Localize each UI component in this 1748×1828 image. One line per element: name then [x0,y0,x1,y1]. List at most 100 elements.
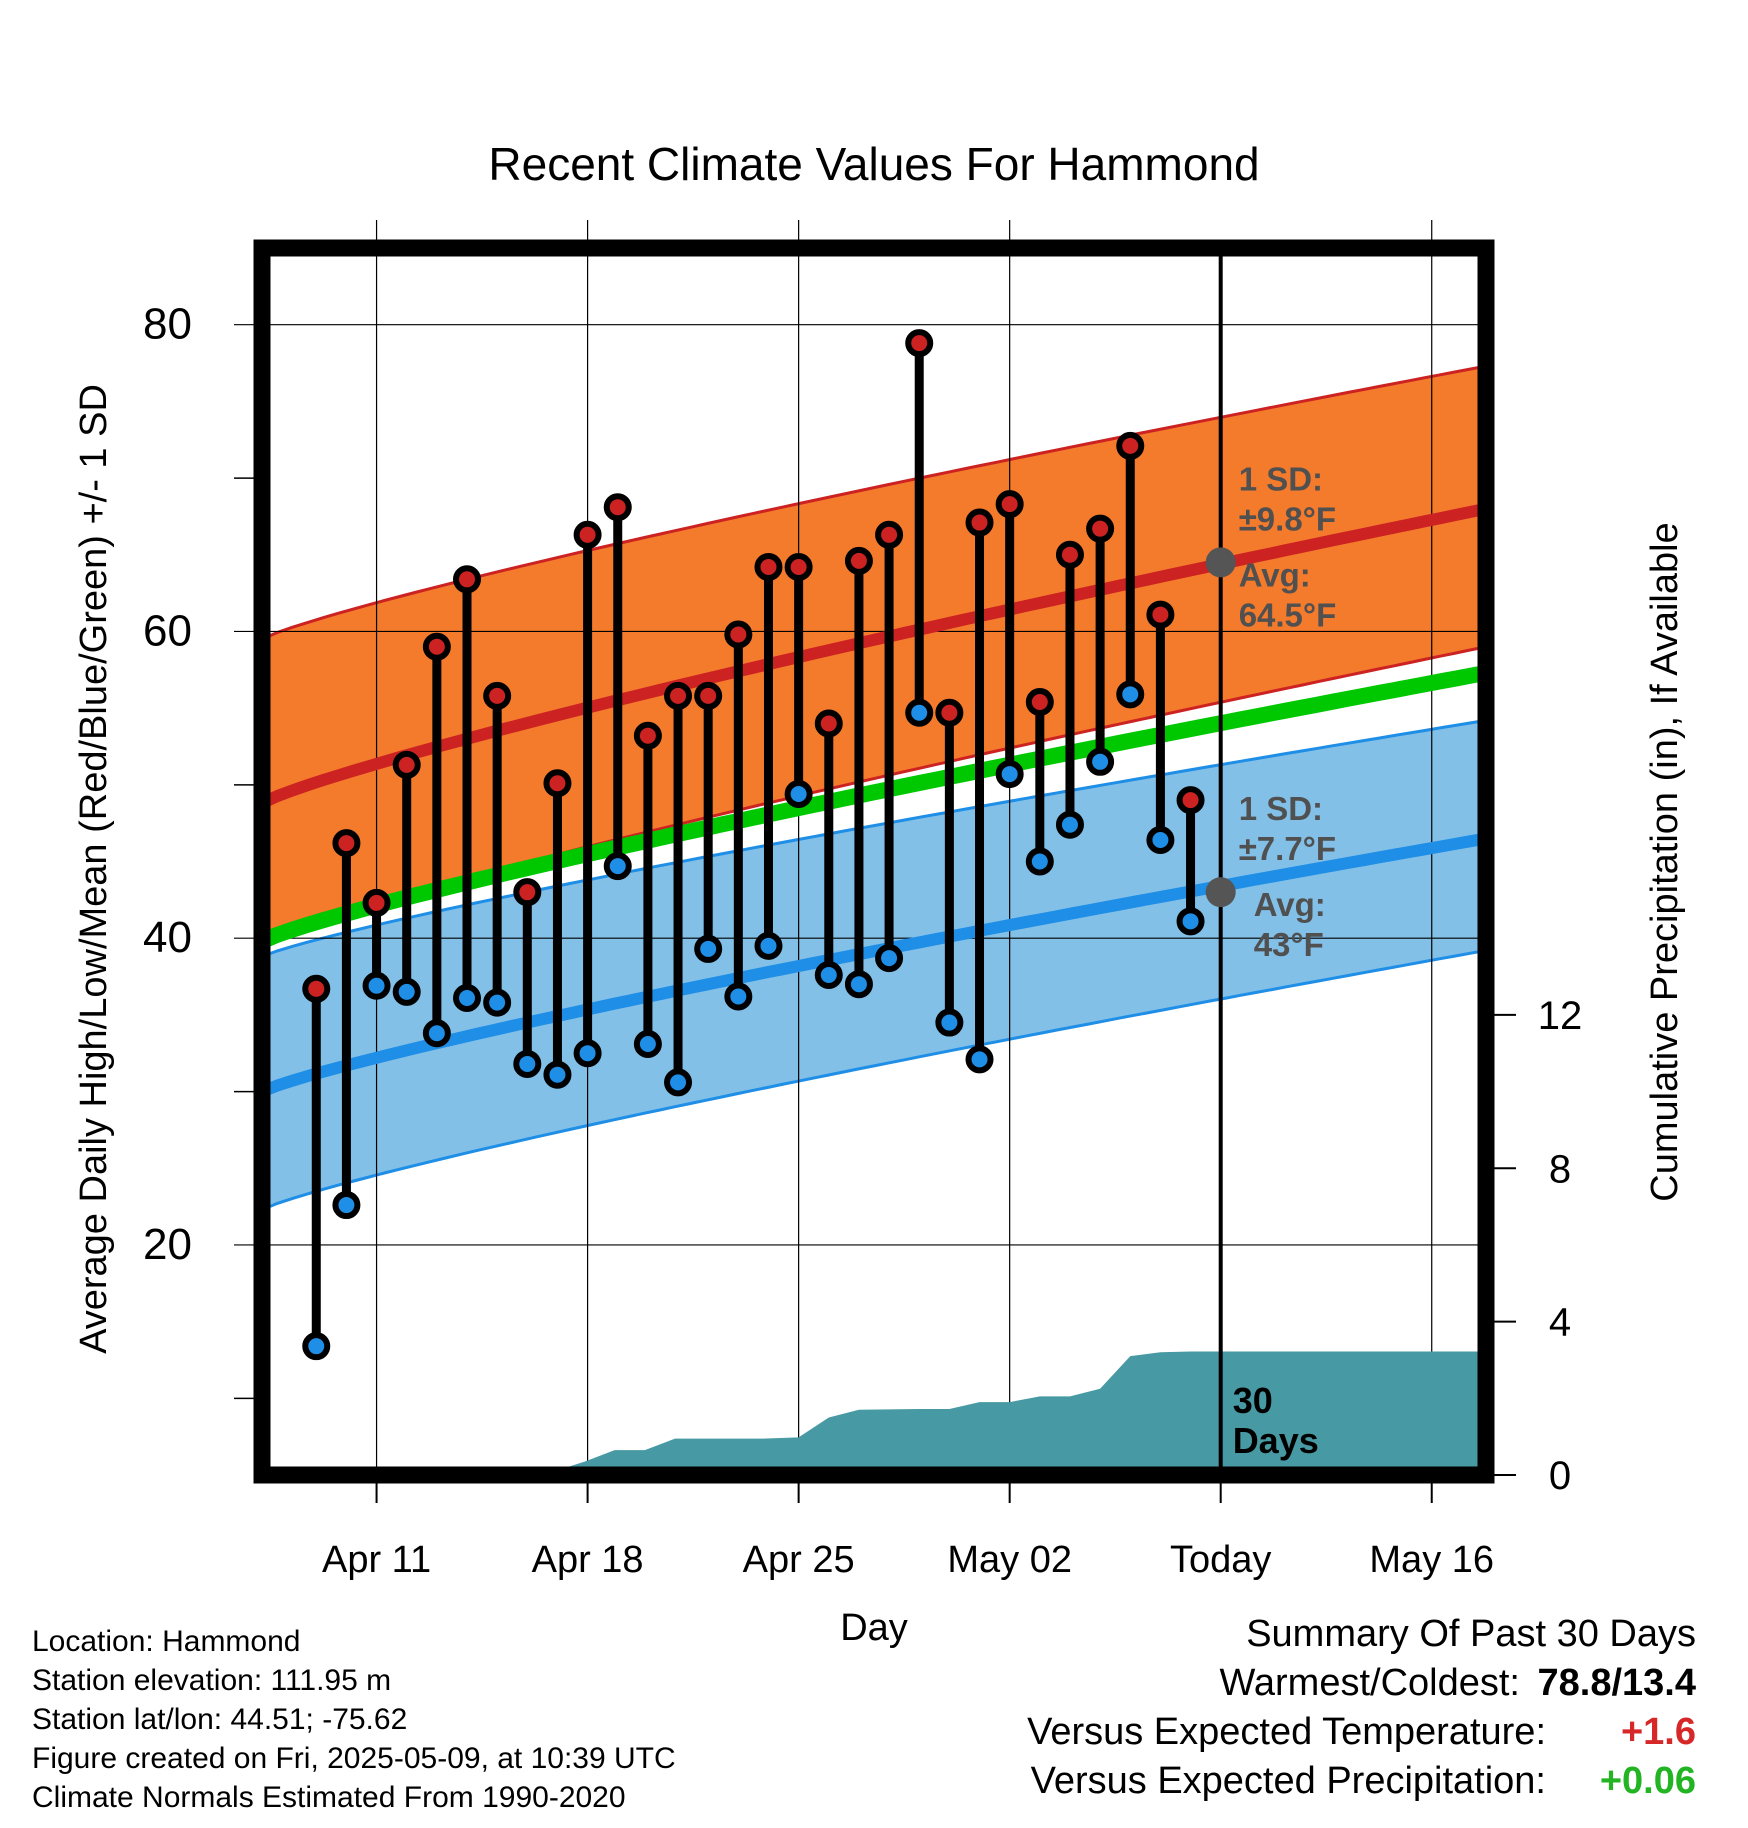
location-text: Location: Hammond [32,1625,301,1658]
low-sd-band [262,720,1486,1210]
low-temp-point [392,977,421,1006]
latlon-text: Station lat/lon: 44.51; -75.62 [32,1703,408,1736]
created-text: Figure created on Fri, 2025-05-09, at 10… [32,1742,676,1775]
x-tick-label: Apr 18 [532,1539,644,1581]
high-temp-point [302,974,331,1003]
low-avg-marker [1205,877,1236,908]
low-temp-point [302,1332,331,1361]
high-temp-point [453,565,482,594]
x-tick-label: Today [1170,1539,1271,1581]
low-sd-label: 1 SD: [1239,790,1323,827]
y-left-tick-label: 40 [143,913,192,962]
low-temp-point [724,982,753,1011]
low-sd-value: ±7.7°F [1239,830,1336,867]
low-temp-point [543,1060,572,1089]
y-right-tick-label: 8 [1549,1147,1571,1191]
low-temp-point [1146,826,1175,855]
y-left-axis-label: Average Daily High/Low/Mean (Red/Blue/Gr… [73,384,115,1354]
y-left-tick-label: 80 [143,300,192,349]
high-sd-label: 1 SD: [1239,460,1323,497]
high-temp-point [664,681,693,710]
high-temp-point [1055,540,1084,569]
low-temp-point [513,1049,542,1078]
low-temp-point [784,780,813,809]
high-temp-point [1176,786,1205,815]
y-right-tick-label: 0 [1549,1454,1571,1498]
x-tick-label: Apr 25 [743,1539,855,1581]
low-temp-point [664,1068,693,1097]
high-temp-point [573,520,602,549]
high-temp-point [392,750,421,779]
warmest-coldest-label: Warmest/Coldest: [1219,1662,1520,1704]
high-temp-point [965,508,994,537]
low-temp-point [453,984,482,1013]
high-temp-point [1086,514,1115,543]
high-temp-point [633,721,662,750]
low-temp-point [754,931,783,960]
precipitation-area [262,1351,1486,1475]
period-label-unit: Days [1233,1420,1319,1461]
low-temp-point [965,1045,994,1074]
low-temp-point [1086,747,1115,776]
precip-diff-value: +0.06 [1599,1760,1696,1802]
high-temp-point [513,878,542,907]
high-temp-point [543,769,572,798]
y-right-tick-label: 12 [1538,994,1583,1038]
low-temp-point [1025,847,1054,876]
low-temp-point [1176,907,1205,936]
high-temp-point [844,546,873,575]
normals-text: Climate Normals Estimated From 1990-2020 [32,1781,626,1814]
warmest-coldest-value: 78.8/13.4 [1537,1662,1696,1704]
precip-diff-label: Versus Expected Precipitation: [1030,1760,1546,1802]
y-right-axis-label: Cumulative Precipitation (in), If Availa… [1644,522,1686,1201]
low-avg-value: 43°F [1254,926,1324,963]
low-temp-point [1116,680,1145,709]
chart-title: Recent Climate Values For Hammond [488,138,1259,190]
low-temp-point [422,1019,451,1048]
low-temp-point [573,1039,602,1068]
high-temp-point [1116,431,1145,460]
low-temp-point [995,760,1024,789]
y-right-tick-label: 4 [1549,1301,1571,1345]
summary-panel: Summary Of Past 30 Days Warmest/Coldest:… [1027,1610,1696,1806]
high-temp-point [362,888,391,917]
low-temp-point [694,934,723,963]
high-sd-band [262,366,1486,943]
high-temp-point [724,620,753,649]
low-temp-point [844,970,873,999]
temp-diff-label: Versus Expected Temperature: [1027,1711,1546,1753]
station-info: Location: Hammond Station elevation: 111… [32,1622,676,1817]
low-temp-point [603,852,632,881]
low-sd-lower-edge [262,949,1486,1212]
low-temp-point [483,988,512,1017]
high-temp-point [1146,600,1175,629]
high-temp-point [603,493,632,522]
y-left-tick-label: 60 [143,606,192,655]
x-tick-label: May 16 [1369,1539,1494,1581]
high-sd-value: ±9.8°F [1239,500,1336,537]
high-temp-point [332,829,361,858]
high-temp-point [935,698,964,727]
high-avg-value: 64.5°F [1239,596,1337,633]
x-axis-label: Day [840,1607,908,1649]
high-temp-point [905,329,934,358]
high-temp-point [814,709,843,738]
low-avg-label: Avg: [1254,886,1326,923]
low-temp-point [814,960,843,989]
high-temp-point [784,553,813,582]
low-temp-point [935,1008,964,1037]
period-label-number: 30 [1233,1380,1273,1421]
high-temp-point [754,553,783,582]
low-temp-point [332,1191,361,1220]
high-temp-point [995,490,1024,519]
high-temp-point [483,681,512,710]
low-temp-point [633,1030,662,1059]
low-temp-point [362,971,391,1000]
high-temp-point [875,520,904,549]
x-tick-label: May 02 [947,1539,1072,1581]
high-avg-label: Avg: [1239,556,1311,593]
high-avg-marker [1205,547,1236,578]
low-temp-point [905,698,934,727]
temp-diff-value: +1.6 [1620,1711,1696,1753]
